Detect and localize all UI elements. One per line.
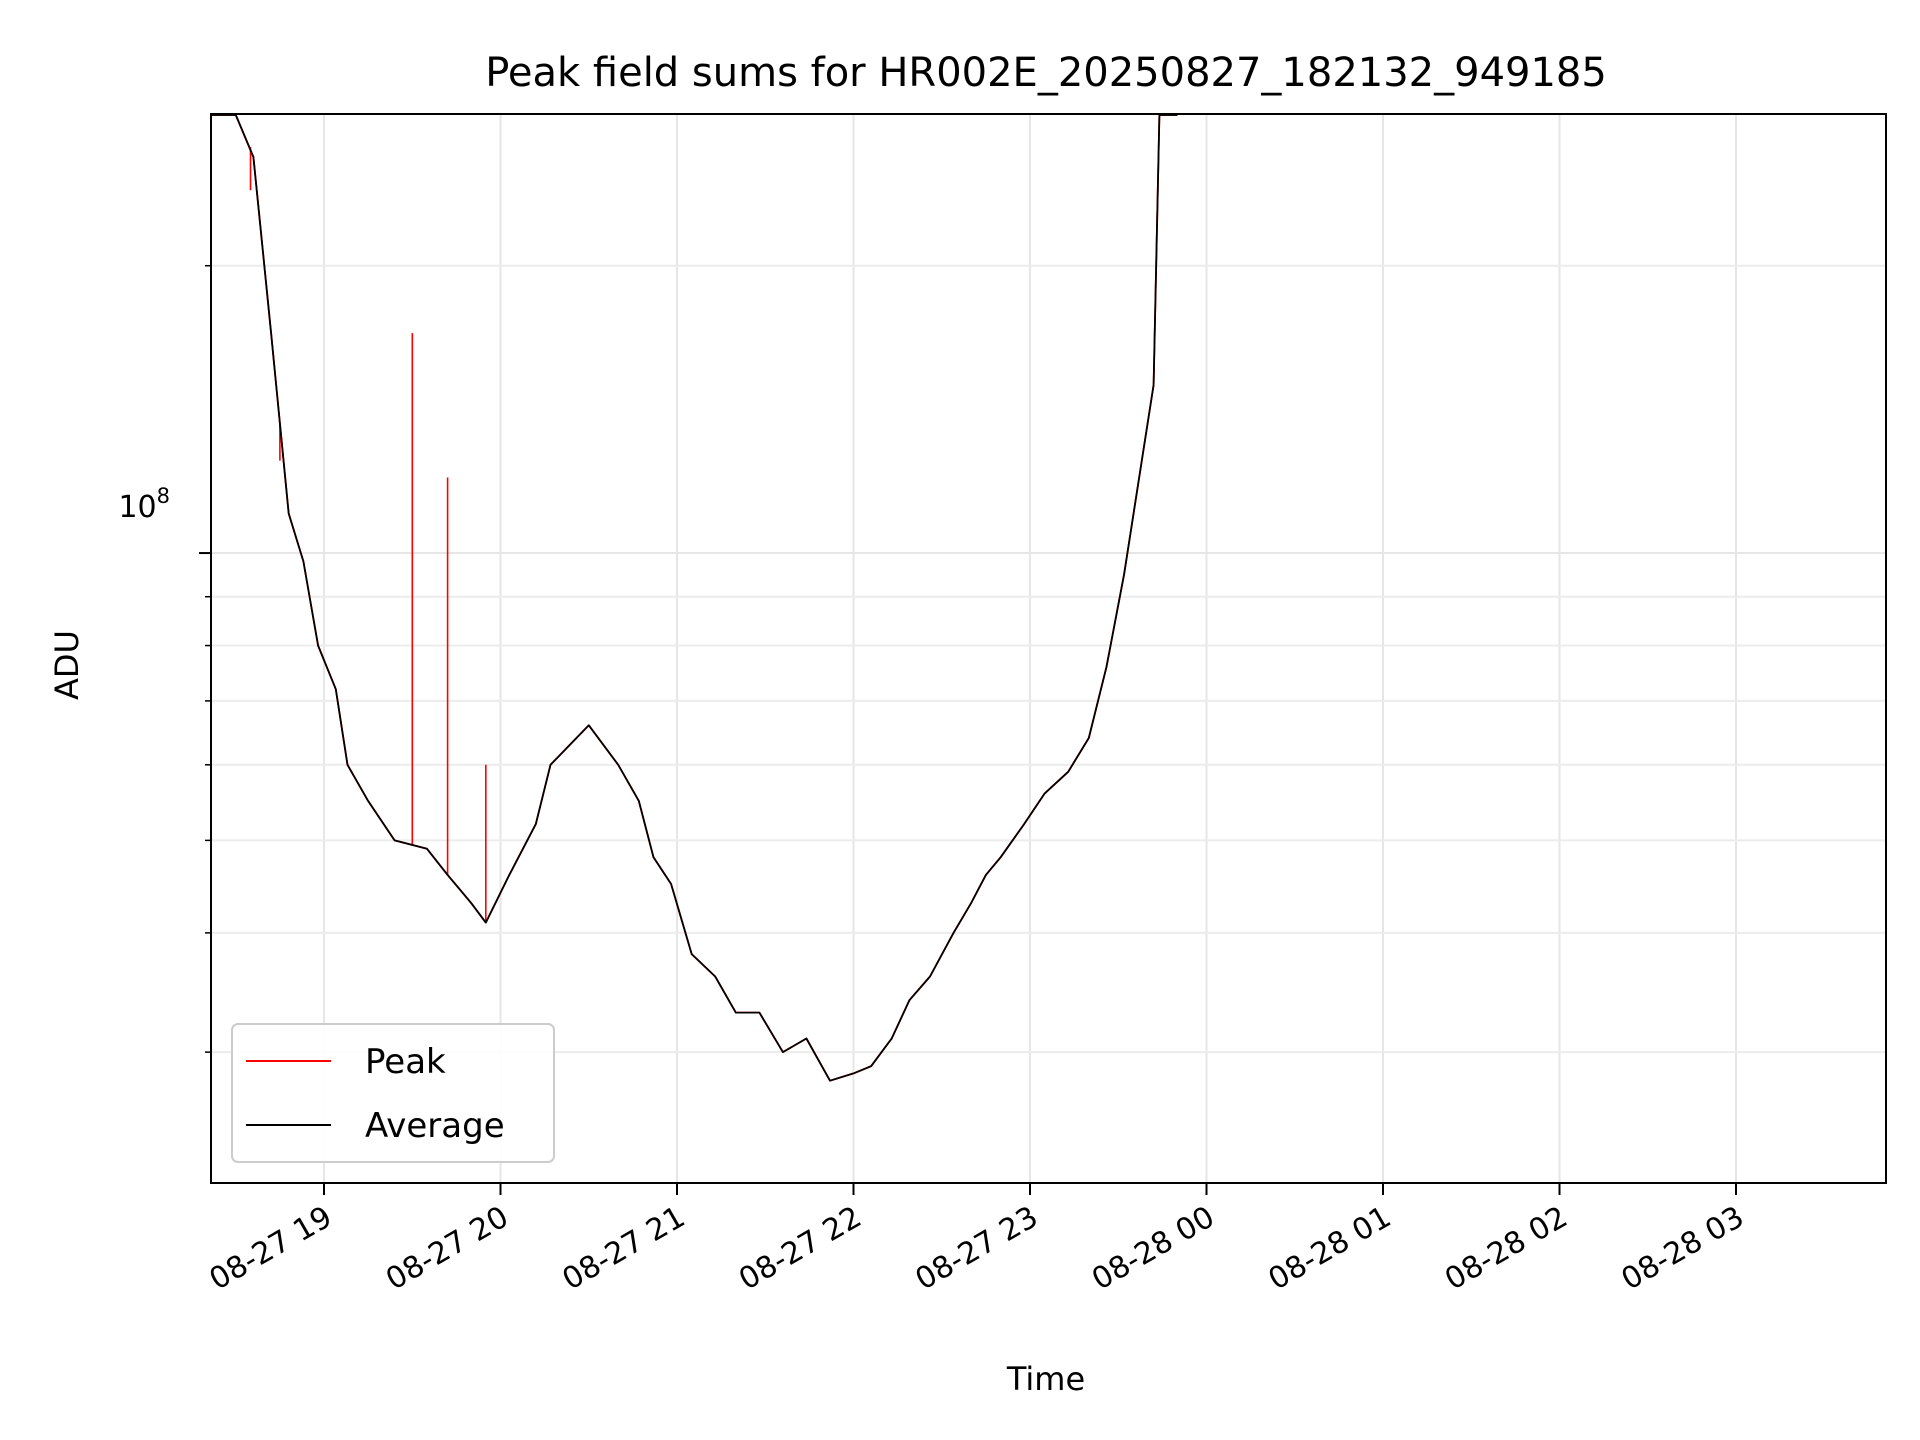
average-point-31 [870, 1065, 872, 1067]
chart-title: Peak field sums for HR002E_20250827_1821… [485, 50, 1607, 96]
y-tick-label-1e8: 108 [118, 484, 170, 525]
average-point-39 [1023, 823, 1025, 825]
average-point-6 [317, 645, 319, 647]
average-point-38 [1000, 856, 1002, 858]
plot-frame [210, 113, 1887, 1184]
y-axis: 108 [118, 264, 211, 1053]
average-point-18 [588, 724, 590, 726]
average-point-11 [426, 848, 428, 850]
average-point-19 [617, 764, 619, 766]
average-point-26 [758, 1012, 761, 1014]
grid [211, 114, 1886, 1183]
average-point-43 [1105, 666, 1108, 668]
average-point-36 [970, 902, 972, 904]
average-point-10 [394, 839, 396, 842]
average-point-33 [908, 999, 911, 1001]
legend: Peak Average [231, 1023, 555, 1163]
average-point-8 [346, 764, 349, 766]
average-point-37 [985, 874, 987, 876]
average-point-24 [714, 975, 716, 978]
average-point-25 [735, 1012, 737, 1014]
average-point-16 [535, 823, 537, 825]
average-point-40 [1044, 792, 1046, 795]
average-point-32 [891, 1037, 893, 1040]
average-point-2 [252, 156, 254, 158]
y-axis-title: ADU [48, 630, 86, 700]
average-point-28 [805, 1037, 808, 1040]
average-point-14 [485, 922, 487, 924]
average-point-7 [335, 688, 337, 690]
average-point-22 [670, 883, 672, 885]
average-point-5 [302, 560, 304, 563]
average-point-34 [929, 975, 931, 978]
average-point-29 [829, 1080, 831, 1082]
legend-box [231, 1023, 555, 1163]
average-point-15 [508, 874, 510, 876]
average-point-17 [549, 764, 552, 766]
series-average [211, 114, 1178, 1082]
average-point-13 [470, 902, 472, 904]
average-point-41 [1067, 771, 1069, 773]
average-point-44 [1123, 573, 1125, 575]
average-point-27 [782, 1051, 784, 1053]
average-point-42 [1088, 737, 1090, 739]
average-point-12 [447, 874, 449, 876]
x-axis-title: Time [1006, 1360, 1085, 1398]
average-point-3 [270, 332, 272, 334]
average-point-21 [652, 856, 655, 858]
plot-area [211, 114, 1178, 1082]
average-point-35 [952, 932, 955, 934]
average-point-23 [691, 953, 693, 955]
legend-average-label: Average [365, 1106, 505, 1146]
average-point-30 [852, 1072, 855, 1074]
average-point-9 [367, 800, 369, 802]
average-point-20 [638, 800, 640, 802]
average-point-45 [1141, 460, 1143, 462]
average-point-46 [1153, 384, 1155, 386]
average-point-4 [288, 512, 290, 515]
legend-peak-label: Peak [365, 1042, 446, 1082]
